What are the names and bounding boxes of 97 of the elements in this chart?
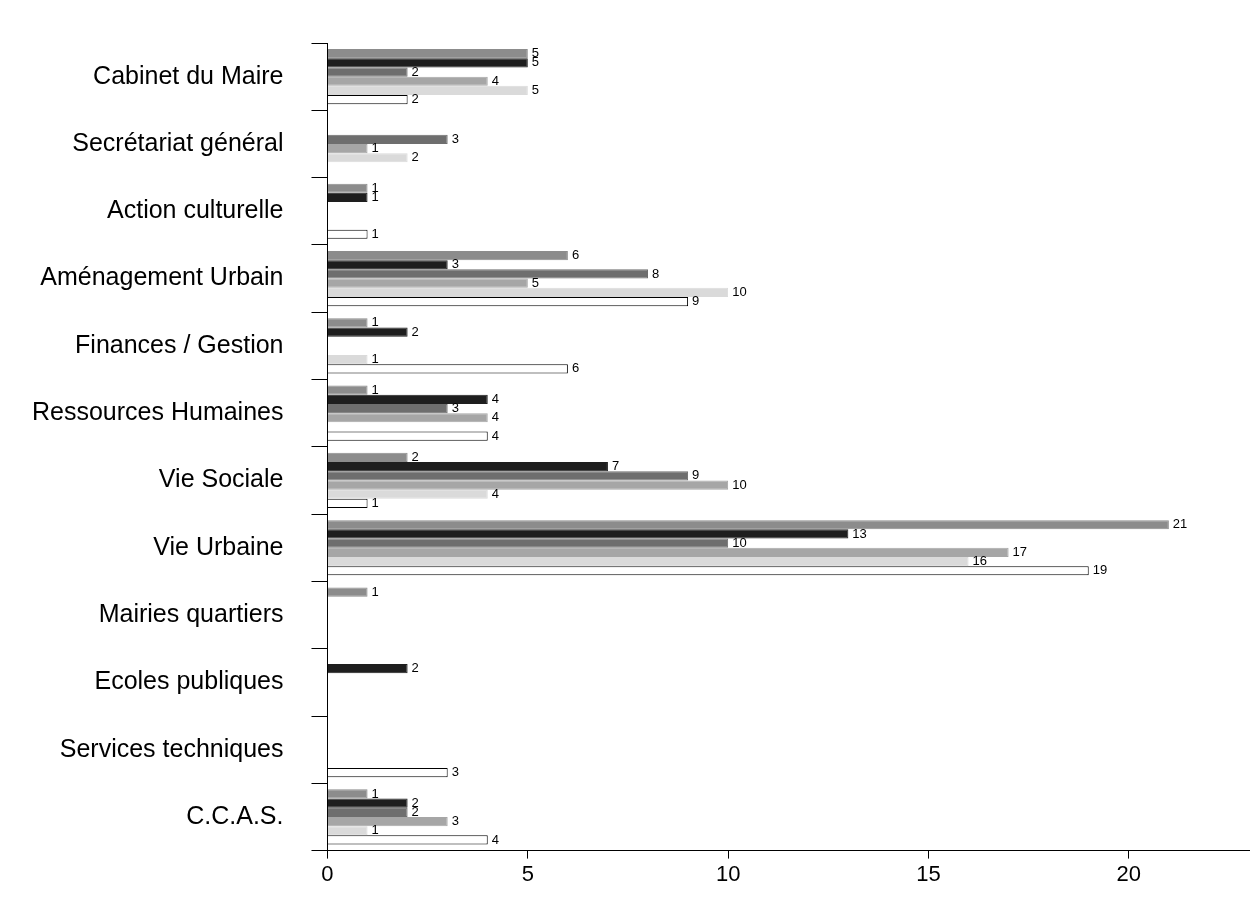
data-label: 2 <box>411 660 419 676</box>
x-tick-label: 15 <box>916 860 941 886</box>
bar <box>327 153 408 163</box>
data-label: 4 <box>491 409 499 425</box>
bar <box>327 452 408 463</box>
data-label: 21 <box>1172 516 1188 532</box>
bar <box>327 489 488 499</box>
x-tick-label: 0 <box>321 860 334 886</box>
bar <box>327 529 849 539</box>
data-label: 1 <box>371 381 379 397</box>
bar <box>327 143 368 154</box>
bar <box>327 547 1009 557</box>
bar <box>327 67 408 77</box>
data-label: 1 <box>371 583 379 599</box>
data-label: 5 <box>531 82 540 98</box>
data-label: 19 <box>1092 562 1108 578</box>
bar <box>327 394 488 404</box>
bar <box>327 49 528 59</box>
bar <box>327 462 608 472</box>
y-tick-label: Mairies quartiers <box>98 598 284 627</box>
y-tick-label: Ecoles publiques <box>94 666 284 695</box>
bar <box>327 58 528 68</box>
x-tick-label: 20 <box>1116 860 1142 886</box>
data-label: 17 <box>1012 543 1028 559</box>
data-label: 2 <box>411 63 419 79</box>
data-label: 10 <box>732 476 747 492</box>
bar <box>327 789 368 799</box>
data-label: 3 <box>451 256 459 272</box>
data-label: 1 <box>371 140 379 156</box>
data-label: 5 <box>531 274 540 290</box>
data-label: 8 <box>652 265 660 281</box>
bar <box>327 807 408 817</box>
y-tick-label: C.C.A.S. <box>186 800 284 829</box>
bar <box>327 192 368 203</box>
bar <box>327 385 368 395</box>
y-tick-label: Services techniques <box>59 733 284 762</box>
data-label: 1 <box>371 351 379 367</box>
data-label: 9 <box>692 467 700 483</box>
data-label: 3 <box>451 764 459 780</box>
bar <box>327 318 368 328</box>
data-label: 4 <box>491 485 499 501</box>
data-label: 3 <box>451 130 459 146</box>
y-tick-label: Cabinet du Maire <box>93 60 284 89</box>
bar <box>327 520 1169 530</box>
bar <box>327 403 448 414</box>
bar <box>327 85 528 96</box>
x-tick-label: 5 <box>521 860 534 886</box>
bar <box>327 269 649 279</box>
data-label: 7 <box>611 458 620 474</box>
data-label: 4 <box>491 831 499 847</box>
bar <box>327 471 689 481</box>
data-label: 4 <box>491 72 499 88</box>
y-tick-label: Vie Sociale <box>158 464 284 493</box>
data-label: 9 <box>692 293 700 309</box>
y-tick-label: Action culturelle <box>107 195 284 224</box>
data-label: 13 <box>852 525 867 541</box>
y-tick-label: Ressources Humaines <box>31 397 284 426</box>
data-label: 16 <box>972 553 988 569</box>
data-label: 3 <box>451 813 459 829</box>
x-tick-label: 10 <box>715 860 741 886</box>
data-label: 4 <box>491 427 499 443</box>
y-tick-label: Finances / Gestion <box>75 329 284 358</box>
data-label: 4 <box>491 390 499 406</box>
data-label: 2 <box>411 449 419 465</box>
y-tick-label: Aménagement Urbain <box>40 262 284 291</box>
data-label: 1 <box>371 225 379 241</box>
bar <box>327 798 408 808</box>
bar <box>327 327 408 337</box>
bar <box>327 183 368 193</box>
bar <box>327 76 488 86</box>
data-label: 6 <box>571 360 580 376</box>
data-label: 1 <box>371 495 379 511</box>
bar <box>327 413 488 423</box>
bar <box>327 278 528 288</box>
bar <box>327 826 368 836</box>
data-label: 2 <box>411 149 419 165</box>
bar <box>327 250 568 261</box>
bar <box>327 355 368 365</box>
data-label: 10 <box>732 283 747 299</box>
bar <box>327 663 408 674</box>
data-label: 2 <box>411 323 419 339</box>
bar <box>327 538 729 548</box>
data-label: 1 <box>371 785 379 801</box>
bar <box>327 134 448 144</box>
bar <box>327 587 368 597</box>
data-label: 1 <box>371 822 379 838</box>
data-label: 6 <box>571 247 580 263</box>
data-label: 10 <box>732 534 747 550</box>
bar <box>327 287 729 297</box>
y-tick-label: Secrétariat général <box>72 127 284 156</box>
bar <box>327 816 448 827</box>
data-label: 3 <box>451 400 459 416</box>
data-label: 1 <box>371 314 379 330</box>
bar <box>327 480 729 490</box>
data-label: 2 <box>411 91 419 107</box>
y-tick-label: Vie Urbaine <box>153 531 284 560</box>
bar <box>327 260 448 270</box>
